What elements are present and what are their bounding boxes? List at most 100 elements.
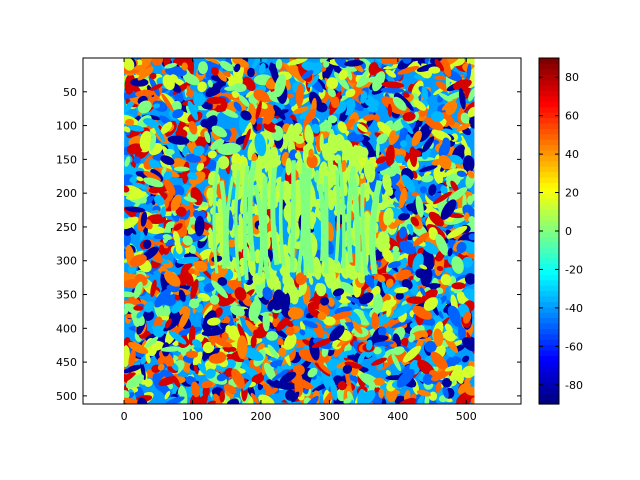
heatmap-cell bbox=[348, 269, 359, 280]
heatmap-cell bbox=[467, 106, 475, 118]
heatmap-cell bbox=[445, 172, 461, 181]
colorbar-step bbox=[539, 279, 559, 286]
heatmap-cell bbox=[164, 318, 172, 329]
heatmap-cell bbox=[139, 130, 152, 151]
heatmap-cell bbox=[253, 326, 268, 339]
heatmap-cell bbox=[382, 247, 394, 263]
heatmap-cell bbox=[152, 100, 168, 112]
heatmap-cell bbox=[165, 396, 185, 404]
heatmap-cell bbox=[175, 243, 183, 255]
heatmap-cell bbox=[250, 392, 259, 404]
heatmap-cell bbox=[361, 137, 375, 155]
colorbar-step bbox=[539, 149, 559, 156]
heatmap-cell bbox=[187, 100, 199, 121]
heatmap-cell bbox=[400, 119, 414, 135]
heatmap-cell bbox=[317, 183, 326, 262]
heatmap-cell bbox=[210, 264, 229, 283]
heatmap-cell bbox=[247, 67, 255, 78]
heatmap-cell bbox=[419, 186, 427, 194]
heatmap-cell bbox=[221, 108, 239, 118]
heatmap-cell bbox=[167, 135, 190, 145]
heatmap-cell bbox=[125, 118, 135, 126]
heatmap-cell bbox=[304, 108, 316, 126]
heatmap-cell bbox=[410, 216, 420, 227]
heatmap-cell bbox=[428, 66, 441, 74]
heatmap-cell bbox=[230, 305, 245, 317]
heatmap-cell bbox=[262, 286, 273, 301]
heatmap-cell bbox=[399, 127, 409, 138]
heatmap-cell bbox=[161, 294, 176, 305]
heatmap-cell bbox=[359, 292, 374, 305]
heatmap-cell bbox=[285, 326, 295, 336]
heatmap-cell bbox=[209, 294, 220, 305]
colorbar-step bbox=[539, 306, 559, 313]
heatmap-cell bbox=[373, 237, 385, 248]
heatmap-cell bbox=[288, 285, 299, 305]
heatmap-cell bbox=[442, 386, 449, 399]
heatmap-cell bbox=[164, 149, 175, 156]
heatmap-cell bbox=[273, 289, 286, 309]
heatmap-cell bbox=[168, 330, 187, 345]
heatmap-cell bbox=[458, 88, 466, 110]
colorbar-step bbox=[539, 371, 559, 378]
colorbar-step bbox=[539, 209, 559, 216]
heatmap-cell bbox=[185, 181, 197, 197]
heatmap-cell bbox=[124, 184, 130, 193]
heatmap-cell bbox=[433, 328, 444, 347]
heatmap-cell bbox=[364, 98, 380, 108]
heatmap-cell bbox=[185, 350, 198, 359]
heatmap-cell bbox=[447, 247, 453, 257]
heatmap-cell bbox=[232, 58, 250, 68]
heatmap-cell bbox=[152, 122, 166, 143]
heatmap-cell bbox=[233, 63, 241, 73]
heatmap-cell bbox=[274, 74, 287, 98]
heatmap-cell bbox=[211, 280, 229, 299]
heatmap-cell bbox=[419, 264, 428, 270]
heatmap-cell bbox=[396, 368, 415, 388]
heatmap-cell bbox=[301, 70, 314, 80]
heatmap-cell bbox=[187, 172, 198, 180]
heatmap-cell bbox=[299, 104, 312, 120]
heatmap-cell bbox=[323, 175, 329, 274]
heatmap-cell bbox=[255, 100, 262, 120]
colorbar-step bbox=[539, 128, 559, 135]
colorbar-tick-label: -40 bbox=[565, 302, 583, 315]
heatmap-cell bbox=[344, 60, 364, 67]
heatmap-cell bbox=[294, 152, 300, 159]
colorbar-step bbox=[539, 231, 559, 238]
heatmap-cell bbox=[173, 166, 190, 172]
y-tick-label: 350 bbox=[56, 289, 77, 302]
colorbar-step bbox=[539, 301, 559, 308]
heatmap-cell bbox=[262, 176, 270, 280]
heatmap-cell bbox=[334, 124, 349, 143]
x-tick-label: 300 bbox=[319, 410, 340, 423]
colorbar-step bbox=[539, 220, 559, 227]
heatmap-cell bbox=[291, 128, 300, 142]
heatmap-cell bbox=[163, 58, 171, 68]
colorbar-step bbox=[539, 274, 559, 281]
heatmap-cell bbox=[462, 355, 470, 363]
heatmap-cell bbox=[400, 257, 408, 267]
heatmap-cell bbox=[344, 361, 363, 369]
heatmap-cell bbox=[160, 346, 182, 352]
heatmap-cell bbox=[126, 143, 144, 155]
heatmap-cell bbox=[451, 282, 466, 290]
heatmap-cell bbox=[385, 369, 391, 376]
heatmap-cell bbox=[216, 373, 227, 382]
heatmap-cell bbox=[382, 173, 392, 192]
colorbar-step bbox=[539, 295, 559, 302]
heatmap-cell bbox=[421, 241, 439, 255]
heatmap-cell bbox=[248, 103, 257, 125]
heatmap-cell bbox=[375, 141, 380, 159]
heatmap-cell bbox=[207, 150, 217, 159]
heatmap-cell bbox=[422, 373, 434, 385]
heatmap-cell bbox=[158, 244, 165, 256]
heatmap-cell bbox=[271, 369, 290, 382]
heatmap-cell bbox=[415, 195, 424, 218]
heatmap-cell bbox=[253, 89, 269, 102]
colorbar-tick-label: 60 bbox=[565, 110, 579, 123]
heatmap-cell bbox=[381, 81, 405, 89]
heatmap-cell bbox=[128, 135, 143, 147]
heatmap-cell bbox=[401, 174, 416, 193]
heatmap-cell bbox=[440, 274, 452, 286]
